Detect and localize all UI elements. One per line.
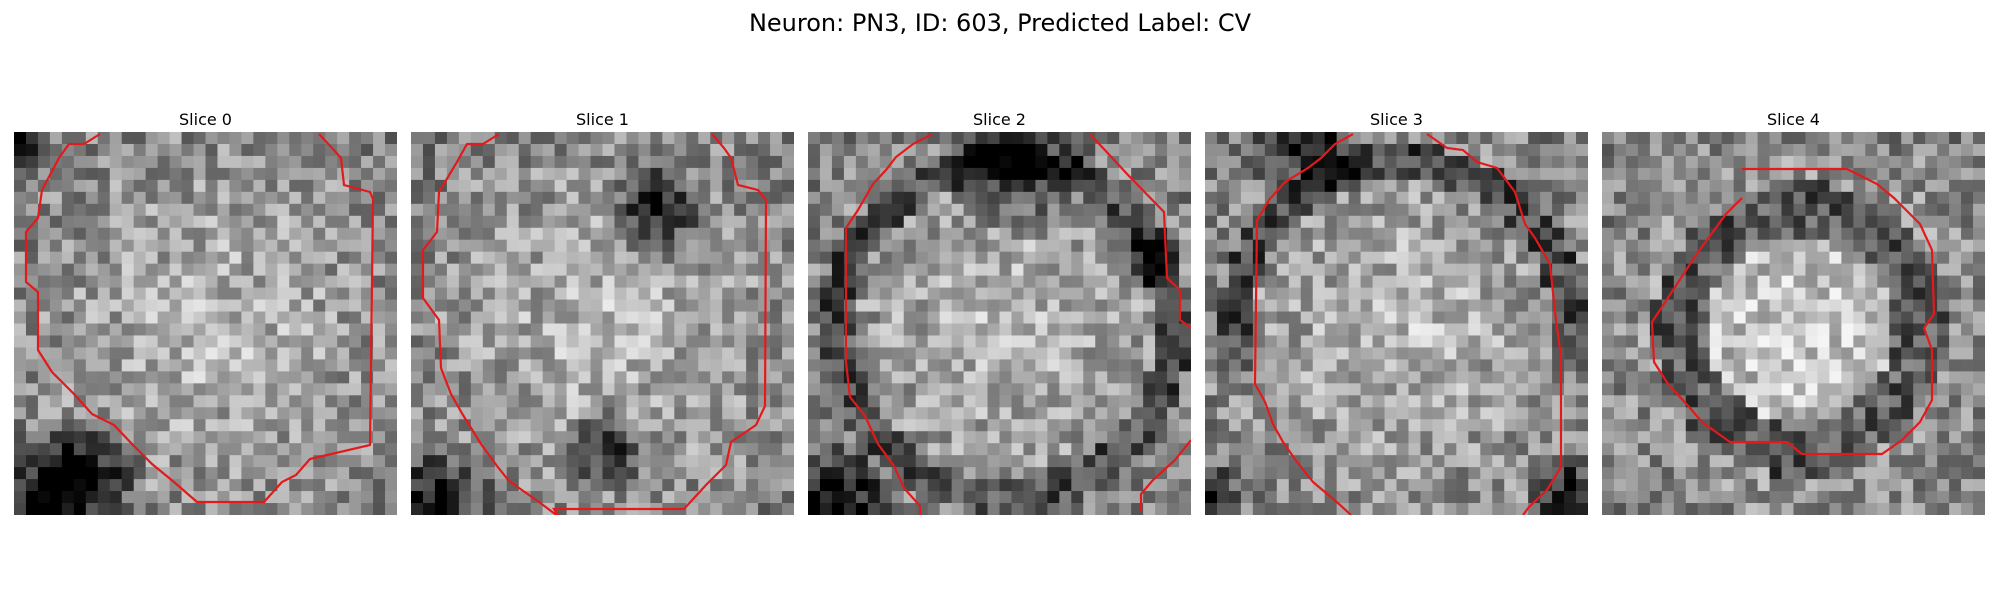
slice-image xyxy=(808,132,1191,515)
slice-image xyxy=(14,132,397,515)
slice-panel: Slice 1 xyxy=(411,108,794,515)
slice-title: Slice 0 xyxy=(14,108,397,132)
slice-image xyxy=(1205,132,1588,515)
slice-title: Slice 4 xyxy=(1602,108,1985,132)
slice-title: Slice 1 xyxy=(411,108,794,132)
figure-title: Neuron: PN3, ID: 603, Predicted Label: C… xyxy=(0,6,2000,40)
slice-panel: Slice 4 xyxy=(1602,108,1985,515)
slice-image xyxy=(411,132,794,515)
slice-panel: Slice 2 xyxy=(808,108,1191,515)
slice-panel: Slice 0 xyxy=(14,108,397,515)
slice-title: Slice 2 xyxy=(808,108,1191,132)
slice-title: Slice 3 xyxy=(1205,108,1588,132)
slice-image xyxy=(1602,132,1985,515)
slice-panel: Slice 3 xyxy=(1205,108,1588,515)
